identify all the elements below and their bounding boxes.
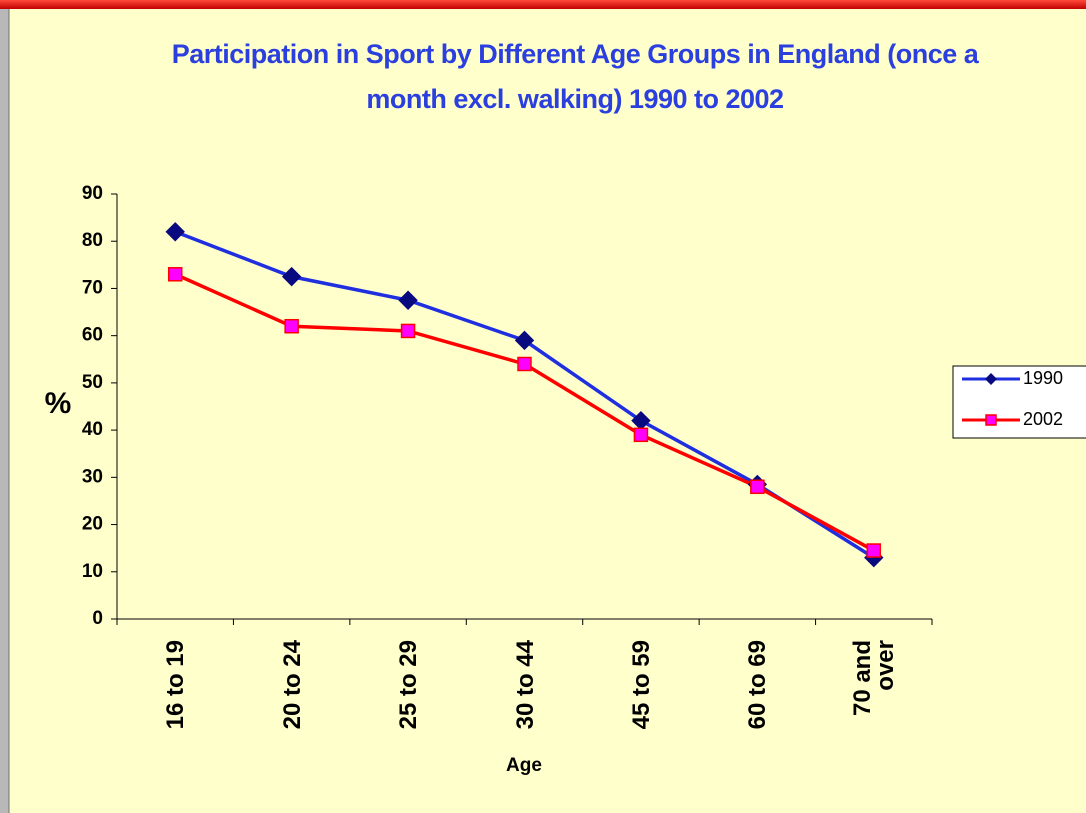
x-tick-label: 30 to 44 xyxy=(511,640,538,730)
x-tick-label: 45 to 59 xyxy=(627,640,655,730)
x-tick-label: 20 to 24 xyxy=(278,640,306,730)
left-bar xyxy=(0,9,9,813)
x-tick-label: 70 and over xyxy=(848,640,899,717)
x-tick-label: 16 to 19 xyxy=(161,640,189,730)
y-tick-label: 60 xyxy=(82,325,103,346)
series-line xyxy=(174,230,875,560)
data-point xyxy=(514,330,535,351)
legend-label: 1990 xyxy=(1023,368,1063,388)
y-tick-label: 90 xyxy=(82,183,103,204)
y-tick-label: 70 xyxy=(82,277,103,298)
y-tick-label: 10 xyxy=(82,561,103,582)
y-tick-label: 80 xyxy=(82,230,103,251)
legend-marker xyxy=(985,414,997,426)
y-tick-label: 50 xyxy=(82,372,103,393)
legend-label: 2002 xyxy=(1023,409,1063,429)
x-tick-label: 25 to 29 xyxy=(394,640,422,730)
data-point xyxy=(517,356,532,372)
data-point xyxy=(866,543,882,558)
series-line xyxy=(174,272,875,553)
data-point xyxy=(633,427,649,443)
y-tick-label: 40 xyxy=(82,419,103,440)
data-point xyxy=(750,479,765,495)
data-point xyxy=(398,290,418,310)
y-axis-label: % xyxy=(45,387,72,420)
data-point xyxy=(400,323,416,339)
y-tick-label: 0 xyxy=(92,608,103,629)
legend-box xyxy=(952,365,1086,439)
y-tick-label: 30 xyxy=(82,466,103,487)
x-tick-label: 60 to 69 xyxy=(743,640,771,730)
data-point xyxy=(165,222,185,242)
top-bar xyxy=(0,0,1086,9)
data-point xyxy=(281,266,302,287)
data-point xyxy=(167,267,183,282)
x-axis-label: Age xyxy=(506,755,542,776)
data-point xyxy=(284,318,299,334)
chart-title: Participation in Sport by Different Age … xyxy=(171,39,979,114)
legend-marker xyxy=(985,373,997,385)
y-tick-label: 20 xyxy=(82,514,103,535)
